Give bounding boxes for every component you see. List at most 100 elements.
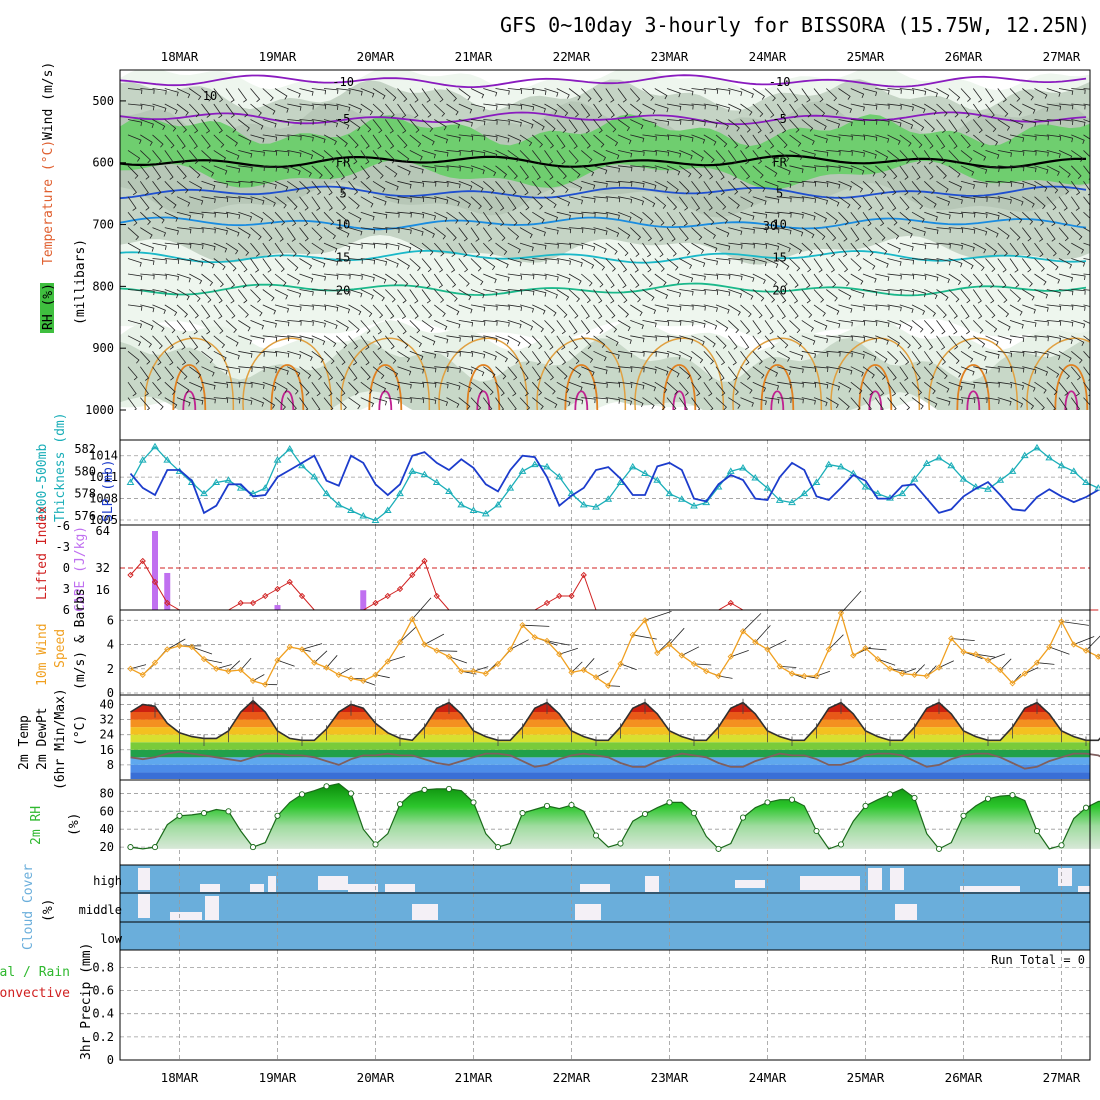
wind-barb [544, 196, 557, 209]
thickness-marker [518, 467, 527, 474]
wind-barb [213, 103, 223, 119]
wind-barb [1071, 320, 1086, 329]
wind-barb [213, 196, 229, 203]
wind-barb [323, 335, 337, 348]
wind-barb [336, 119, 350, 130]
bl-isotherm-loop [378, 390, 393, 410]
wind-barb [617, 150, 633, 158]
wind-barb [752, 381, 767, 392]
wind-barb [825, 242, 836, 258]
wind-barb [1009, 103, 1022, 116]
wind-barb [703, 227, 716, 239]
wind-barb [617, 350, 633, 358]
wind-barb [801, 103, 812, 118]
wind-barb [189, 196, 204, 205]
wind-barb [262, 289, 275, 302]
thickness-marker [347, 506, 355, 513]
wind-barb [605, 381, 621, 388]
wind-barb [532, 335, 543, 350]
wind-barb [838, 242, 848, 258]
wind10-barb [387, 656, 405, 662]
wind-barb [875, 289, 890, 295]
wind-barb [262, 180, 277, 189]
wind-barb [740, 366, 751, 380]
wind-barb [360, 381, 373, 395]
wind-barb [728, 258, 743, 264]
wind-barb [666, 134, 682, 141]
wind-barb [740, 150, 750, 165]
wind-barb [127, 134, 142, 144]
wind-barb [152, 335, 163, 349]
wind-barb [862, 227, 873, 242]
wind-barb [617, 273, 627, 289]
wind-barb [1009, 335, 1025, 343]
thickness-marker [788, 498, 796, 506]
wind-barb [960, 320, 971, 335]
wind-barb [532, 258, 547, 264]
wind-barb [1046, 304, 1062, 311]
wind-barb [973, 320, 984, 334]
wind-barb [262, 103, 276, 115]
wind-barb [213, 242, 228, 253]
wind-barb [556, 150, 566, 165]
wind-barb [409, 320, 421, 334]
wind-barb [789, 227, 804, 237]
cloud-ylabel-1: Cloud Cover [21, 864, 36, 950]
wind-barb [813, 227, 826, 240]
wind-barb [862, 134, 878, 142]
wind-barb [1046, 150, 1061, 159]
wind-barb [997, 88, 1007, 103]
wind-barb [752, 211, 768, 219]
wind-barb [617, 180, 633, 187]
wind-barb [495, 366, 507, 380]
wind-barb [997, 165, 1013, 172]
wind-barb [850, 258, 862, 272]
wind-barb [728, 397, 741, 409]
wind-barb [1083, 258, 1090, 261]
wind-barb [201, 196, 216, 203]
wind10-marker [543, 637, 551, 645]
wind-barb [323, 242, 338, 253]
wind-barb [936, 258, 951, 266]
wind-barb [887, 381, 897, 397]
cs-ylabel-mb: (millibars) [73, 239, 88, 325]
wind-barb [764, 103, 775, 118]
wind-barb [948, 227, 964, 233]
wind-barb [140, 304, 155, 313]
wind-barb [544, 366, 554, 381]
wind-barb [862, 381, 874, 396]
wind-barb [715, 289, 731, 297]
wind10-marker [482, 670, 489, 677]
wind-barb [1083, 134, 1090, 140]
wind-barb [483, 350, 497, 361]
wind-barb [715, 119, 729, 130]
wind-barb [532, 196, 543, 210]
temp-color-bands [130, 700, 1090, 779]
wind-barb [581, 196, 596, 203]
cloud-ylabel-2: (%) [41, 899, 56, 922]
wind-barb [299, 258, 313, 270]
wind-barb [728, 196, 740, 209]
wind-barb [335, 381, 346, 397]
rh-ylabel-1: 2m RH [29, 806, 44, 845]
wind-barb [1083, 211, 1090, 219]
wind-barb [139, 196, 150, 211]
rh-marker [176, 812, 183, 819]
wind-barb [727, 165, 737, 180]
wind-barb [164, 88, 179, 97]
wind-barb [139, 366, 150, 381]
wind-barb [189, 366, 202, 379]
thickness-marker [739, 463, 747, 471]
wind-barb [740, 273, 755, 282]
isotherm-label: -5 [336, 112, 350, 126]
wind-barb [384, 320, 394, 335]
wind-barb [654, 119, 670, 126]
cape-bar [152, 531, 158, 610]
thickness-ylabel-2: Thickness (dm) [53, 412, 68, 522]
wind-barb [238, 196, 253, 204]
wind-barb [801, 366, 817, 373]
wind-barb [164, 397, 178, 409]
wind-barb [434, 180, 449, 187]
wind-barb [973, 134, 985, 148]
wind-barb [544, 242, 559, 249]
